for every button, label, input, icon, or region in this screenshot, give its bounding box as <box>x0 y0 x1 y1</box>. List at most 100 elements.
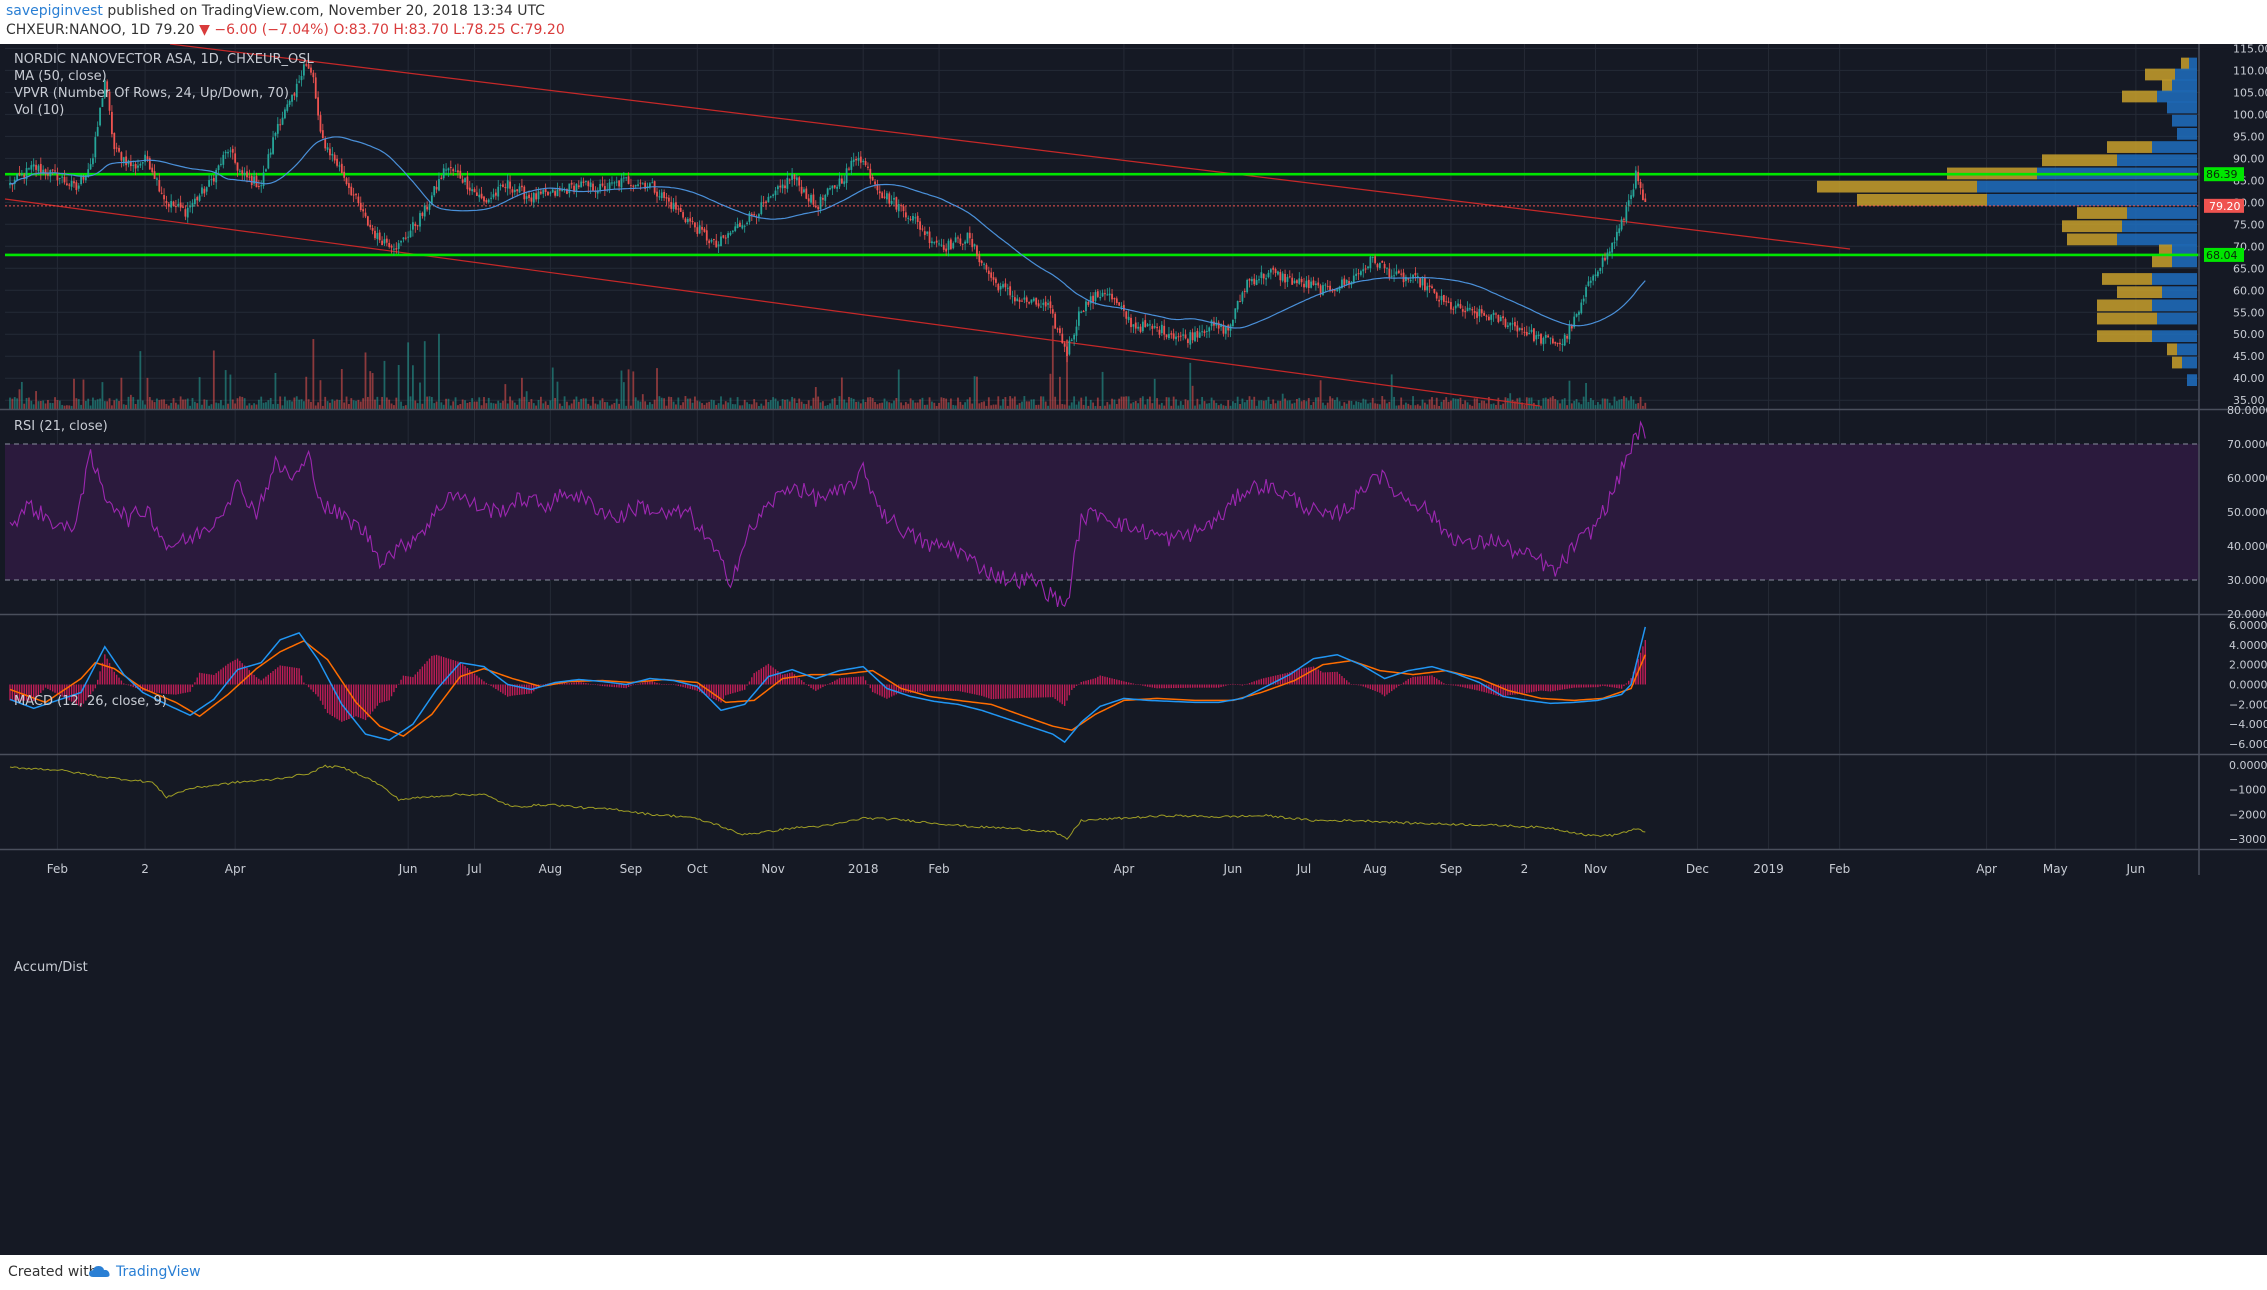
time-tick-label: Jun <box>398 862 418 876</box>
candle-body <box>284 109 286 119</box>
candle-body <box>836 186 839 189</box>
tradingview-cloud-icon[interactable] <box>88 1263 112 1279</box>
volume-bar <box>691 402 694 409</box>
candle-body <box>1224 326 1227 334</box>
candle-body <box>945 248 948 252</box>
macd-histogram-bar <box>445 657 447 685</box>
macd-histogram-bar <box>1033 684 1035 698</box>
macd-histogram-bar <box>1071 684 1073 690</box>
volume-bar <box>1627 400 1630 409</box>
candle-body <box>1464 310 1467 313</box>
volume-bar <box>1376 403 1379 409</box>
volume-bar <box>293 397 296 409</box>
price-pane[interactable] <box>4 44 2200 409</box>
macd-histogram-bar <box>123 683 125 685</box>
macd-histogram-bar <box>1428 675 1431 685</box>
macd-histogram-bar <box>9 684 11 701</box>
volume-bar <box>850 397 853 409</box>
macd-histogram-bar <box>1364 684 1367 688</box>
macd-histogram-bar <box>1021 684 1023 698</box>
candle-body <box>393 248 395 250</box>
volume-bar <box>1111 398 1113 409</box>
vol-legend: Vol (10) <box>14 103 64 118</box>
volume-bar <box>1248 396 1251 409</box>
volume-bar <box>987 397 990 409</box>
candle-body <box>663 191 666 198</box>
volume-bar <box>1115 404 1118 409</box>
volume-bar <box>938 402 940 409</box>
volume-bar <box>921 397 924 409</box>
candle-body <box>1104 293 1106 295</box>
volume-bar <box>1229 405 1232 409</box>
publisher-user[interactable]: savepiginvest <box>6 3 103 19</box>
macd-histogram-bar <box>452 660 454 685</box>
volume-bar <box>684 396 687 409</box>
macd-histogram-bar <box>435 654 438 685</box>
candle-body <box>378 232 381 241</box>
candle-body <box>689 218 692 222</box>
volume-bar <box>28 397 30 409</box>
candle-body <box>1452 308 1455 310</box>
candle-body <box>810 194 812 203</box>
candle-body <box>1205 330 1208 332</box>
candle-body <box>708 240 711 244</box>
level-price-tag <box>2204 167 2244 182</box>
tradingview-brand[interactable]: TradingView <box>116 1264 201 1280</box>
price-tick-label: 75.00 <box>2233 218 2265 231</box>
volume-bar <box>1196 398 1199 409</box>
volume-bar <box>535 405 538 409</box>
candle-body <box>35 164 37 170</box>
volume-bar <box>708 401 711 409</box>
volume-bar <box>874 402 876 409</box>
macd-histogram-bar <box>1248 683 1251 685</box>
macd-histogram-bar <box>1459 684 1462 687</box>
macd-histogram-bar <box>47 684 49 689</box>
candle-body <box>603 186 606 191</box>
candle-body <box>253 176 256 184</box>
macd-histogram-bar <box>990 684 992 700</box>
macd-histogram-bar <box>241 663 243 685</box>
candle-body <box>20 173 23 175</box>
candle-body <box>475 192 478 196</box>
volume-bar <box>1642 405 1644 409</box>
macd-pane[interactable] <box>9 626 1647 744</box>
candle-body <box>739 222 741 227</box>
volume-bar <box>1265 400 1267 409</box>
volume-bar <box>945 398 948 409</box>
candle-body <box>753 214 756 216</box>
macd-histogram-bar <box>625 684 627 689</box>
chart-canvas[interactable]: 115.00110.00105.00100.0095.0090.0085.008… <box>0 44 2267 1255</box>
volume-bar <box>952 404 955 409</box>
macd-histogram-bar <box>37 684 40 696</box>
candle-body <box>672 203 675 210</box>
volume-bar <box>679 405 682 409</box>
volume-bar <box>1371 397 1374 409</box>
vp-up-bar <box>2127 207 2197 219</box>
candle-body <box>639 182 642 184</box>
price-scale[interactable]: 115.00110.00105.00100.0095.0090.0085.008… <box>2204 44 2267 846</box>
macd-histogram-bar <box>1281 673 1284 685</box>
volume-bar <box>459 404 462 409</box>
candle-body <box>878 191 881 194</box>
candle-body <box>855 158 857 161</box>
volume-bar <box>35 391 37 409</box>
volume-bar <box>56 400 59 409</box>
volume-bar <box>1255 405 1258 409</box>
candle-body <box>137 165 139 168</box>
candle-body <box>1156 326 1158 329</box>
candle-body <box>1630 195 1632 200</box>
macd-histogram-bar <box>812 684 815 690</box>
macd-histogram-bar <box>722 684 725 699</box>
time-scale[interactable]: Feb 2 Apr Jun Jul Aug Sep Oct Nov 2018 Feb Apr Jun Ju… <box>47 862 2145 876</box>
volume-bar <box>241 396 244 409</box>
macd-histogram-bar <box>507 684 509 697</box>
accum-dist-pane[interactable] <box>9 764 1646 840</box>
macd-histogram-bar <box>1078 683 1080 685</box>
rsi-pane[interactable] <box>5 420 2200 608</box>
macd-histogram-bar <box>914 684 917 693</box>
macd-histogram-bar <box>933 684 935 692</box>
volume-bar <box>1537 400 1540 409</box>
macd-histogram-bar <box>1187 684 1189 688</box>
volume-bar <box>781 399 784 409</box>
candle-body <box>1485 315 1488 317</box>
